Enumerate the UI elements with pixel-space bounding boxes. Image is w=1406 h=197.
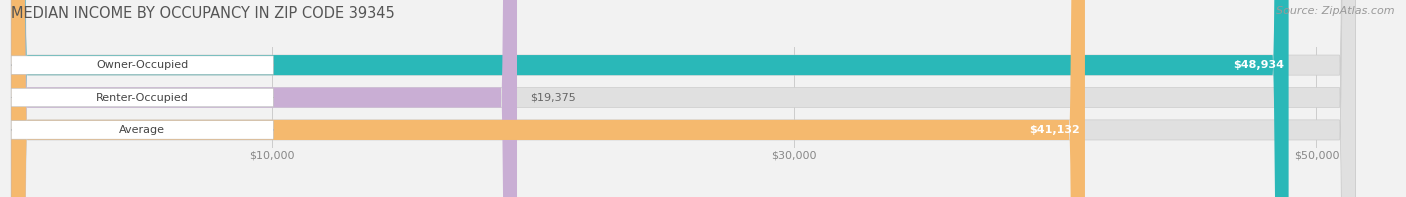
FancyBboxPatch shape bbox=[11, 0, 1085, 197]
FancyBboxPatch shape bbox=[11, 0, 1355, 197]
Text: Renter-Occupied: Renter-Occupied bbox=[96, 93, 188, 102]
FancyBboxPatch shape bbox=[11, 0, 1355, 197]
Text: Source: ZipAtlas.com: Source: ZipAtlas.com bbox=[1277, 6, 1395, 16]
FancyBboxPatch shape bbox=[11, 0, 1289, 197]
FancyBboxPatch shape bbox=[11, 88, 273, 107]
Text: $41,132: $41,132 bbox=[1029, 125, 1080, 135]
FancyBboxPatch shape bbox=[11, 0, 517, 197]
FancyBboxPatch shape bbox=[11, 0, 1355, 197]
Text: $19,375: $19,375 bbox=[530, 93, 576, 102]
FancyBboxPatch shape bbox=[11, 121, 273, 139]
FancyBboxPatch shape bbox=[11, 56, 273, 74]
Text: Owner-Occupied: Owner-Occupied bbox=[96, 60, 188, 70]
Text: Average: Average bbox=[120, 125, 166, 135]
Text: $48,934: $48,934 bbox=[1233, 60, 1284, 70]
Text: MEDIAN INCOME BY OCCUPANCY IN ZIP CODE 39345: MEDIAN INCOME BY OCCUPANCY IN ZIP CODE 3… bbox=[11, 6, 395, 21]
